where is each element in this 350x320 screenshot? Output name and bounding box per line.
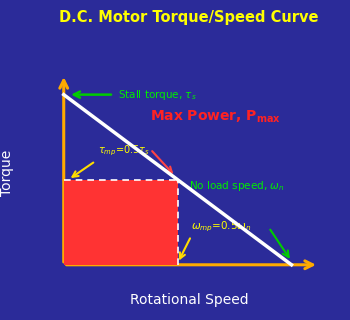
Text: No load speed, $\omega_n$: No load speed, $\omega_n$ [189, 179, 285, 193]
Text: Torque: Torque [0, 150, 14, 196]
Text: Stall torque, $\tau_s$: Stall torque, $\tau_s$ [118, 88, 197, 102]
Text: Rotational Speed: Rotational Speed [130, 293, 248, 307]
Text: D.C. Motor Torque/Speed Curve: D.C. Motor Torque/Speed Curve [59, 10, 319, 25]
Text: $\tau_{mp}$=0.5$\tau_s$: $\tau_{mp}$=0.5$\tau_s$ [98, 143, 150, 157]
Text: Max Power, P$_{\mathbf{max}}$: Max Power, P$_{\mathbf{max}}$ [150, 109, 281, 125]
Bar [64, 180, 177, 265]
Text: $\omega_{mp}$=0.5$\omega_n$: $\omega_{mp}$=0.5$\omega_n$ [191, 220, 252, 234]
